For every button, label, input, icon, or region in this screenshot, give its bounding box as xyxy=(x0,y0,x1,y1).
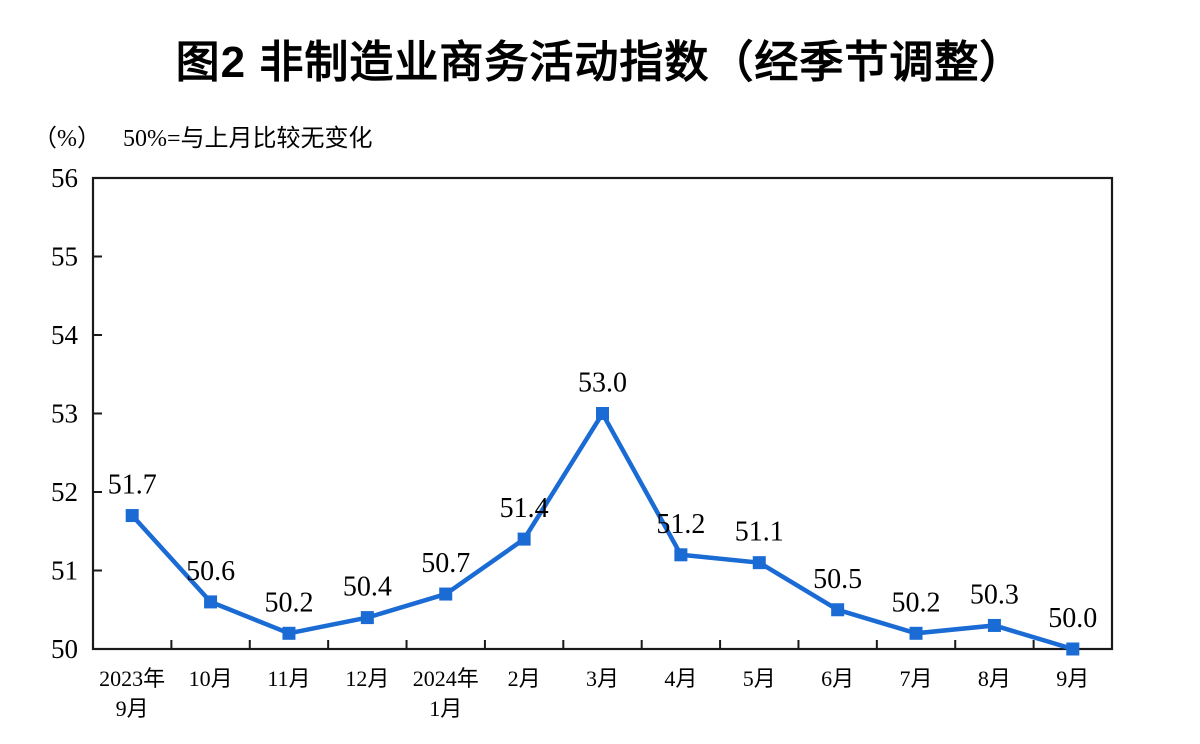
chart-title: 图2 非制造业商务活动指数（经季节调整） xyxy=(175,38,1025,87)
x-axis-tick-label: 2月 xyxy=(508,666,541,691)
x-axis-tick-label: 8月 xyxy=(978,666,1011,691)
data-point-marker xyxy=(831,603,845,617)
data-point-marker xyxy=(909,626,923,640)
data-point-label: 50.2 xyxy=(892,587,941,618)
data-point-marker xyxy=(439,587,453,601)
data-point-label: 51.2 xyxy=(656,509,705,540)
y-axis-tick-label: 55 xyxy=(51,242,78,272)
x-axis-tick-label: 6月 xyxy=(821,666,854,691)
data-point-marker xyxy=(674,548,688,562)
x-axis-tick-label: 7月 xyxy=(900,666,933,691)
data-point-label: 50.4 xyxy=(343,572,392,603)
x-axis-tick-label: 11月 xyxy=(267,666,310,691)
x-axis-tick-label: 5月 xyxy=(743,666,776,691)
y-axis-tick-label: 53 xyxy=(51,399,78,429)
x-axis-tick-label: 3月 xyxy=(586,666,619,691)
data-point-marker xyxy=(125,509,139,523)
data-point-label: 50.3 xyxy=(970,579,1019,610)
x-axis-tick-label: 9月 xyxy=(1056,666,1089,691)
data-point-marker xyxy=(1066,642,1080,656)
reference-note: 50%=与上月比较无变化 xyxy=(123,126,373,152)
data-point-marker xyxy=(517,532,531,546)
data-point-marker xyxy=(204,595,218,609)
data-point-label: 50.7 xyxy=(421,548,470,579)
data-point-label: 53.0 xyxy=(578,368,627,399)
x-axis-tick-label: 2023年 9月 xyxy=(99,666,165,721)
data-point-marker xyxy=(987,618,1001,632)
data-point-marker xyxy=(596,407,609,420)
y-axis-tick-label: 52 xyxy=(51,477,78,507)
chart-subtitle-row: （%） 50%=与上月比较无变化 xyxy=(33,118,373,153)
data-point-label: 51.1 xyxy=(735,517,784,548)
data-point-label: 50.6 xyxy=(186,556,235,587)
x-axis-tick-label: 4月 xyxy=(664,666,697,691)
y-axis-unit-label: （%） xyxy=(33,126,101,152)
y-axis-tick-label: 51 xyxy=(51,556,78,586)
data-point-marker xyxy=(752,556,766,570)
y-axis-tick-label: 50 xyxy=(51,634,78,664)
x-axis-tick-label: 12月 xyxy=(345,666,389,691)
data-point-label: 50.0 xyxy=(1048,603,1097,634)
y-axis-tick-label: 54 xyxy=(51,320,79,350)
data-point-label: 50.2 xyxy=(264,587,313,618)
data-point-label: 51.4 xyxy=(500,493,549,524)
data-point-marker xyxy=(282,626,296,640)
data-point-label: 50.5 xyxy=(813,564,862,595)
plot-frame xyxy=(91,176,1114,651)
data-point-marker xyxy=(360,611,374,625)
x-axis-tick-label: 2024年 1月 xyxy=(413,666,479,721)
y-axis-tick-label: 56 xyxy=(51,163,78,193)
x-axis-tick-label: 10月 xyxy=(189,666,233,691)
data-point-label: 51.7 xyxy=(108,470,157,501)
